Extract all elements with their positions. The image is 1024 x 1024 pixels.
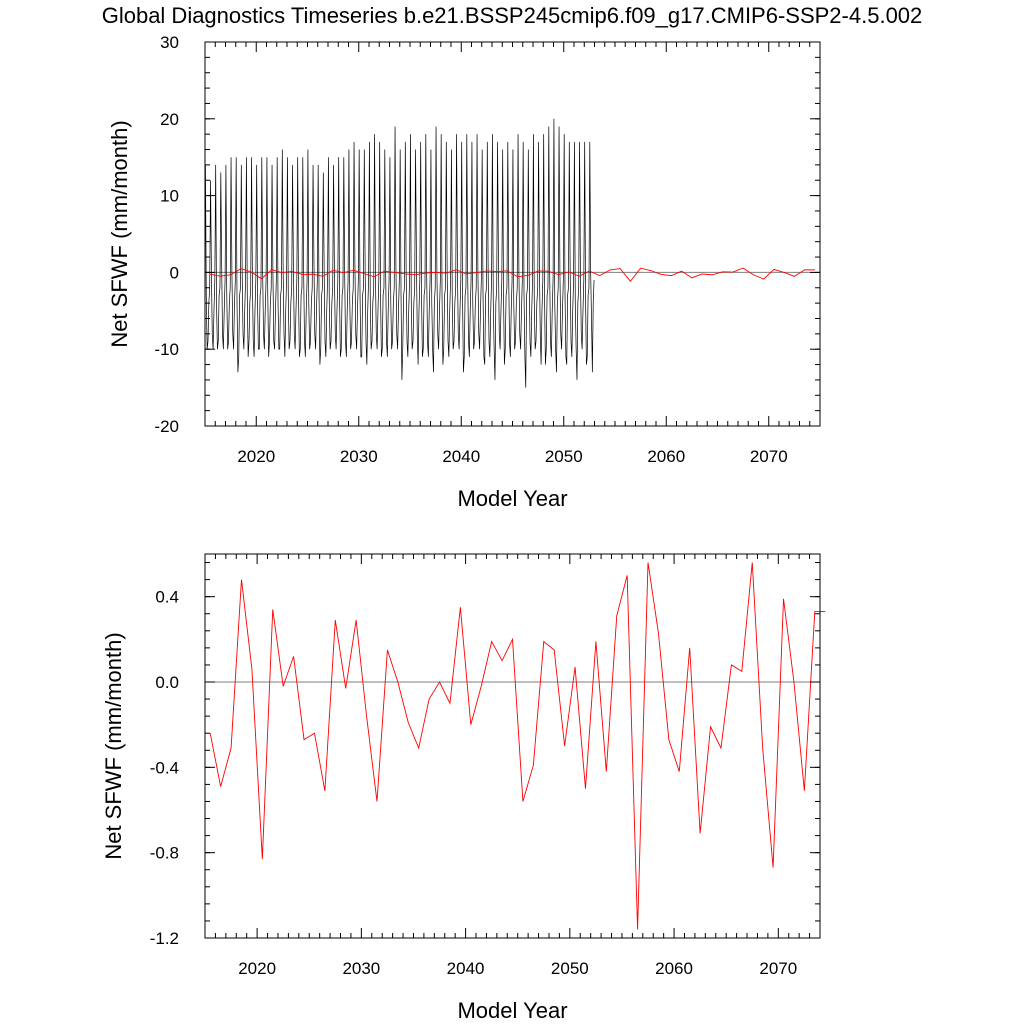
y-tick-label: -0.4 [150,758,179,777]
y-tick-label: -1.2 [150,929,179,948]
top-x-tick-labels: 2020 2030 2040 2050 2060 2070 [237,447,787,466]
y-tick-label: 0 [170,263,179,282]
x-tick-label: 2060 [655,959,693,978]
top-plot-lines [205,118,820,388]
x-tick-label: 2050 [545,447,583,466]
x-tick-label: 2020 [237,447,275,466]
x-tick-label: 2070 [759,959,797,978]
x-tick-label: 2040 [447,959,485,978]
x-tick-label: 2040 [442,447,480,466]
y-tick-label: 0.0 [155,673,179,692]
x-tick-label: 2020 [238,959,276,978]
figure-title: Global Diagnostics Timeseries b.e21.BSSP… [102,3,923,28]
y-tick-label: -0.8 [150,844,179,863]
bottom-series-annual-line [209,562,826,930]
y-tick-label: 30 [160,33,179,52]
x-tick-label: 2030 [340,447,378,466]
y-tick-label: 0.4 [155,588,179,607]
x-tick-label: 2050 [551,959,589,978]
bottom-plot-lines [205,562,826,930]
y-tick-label: -20 [154,417,179,436]
y-tick-label: 10 [160,187,179,206]
top-x-axis-label: Model Year [457,486,567,511]
y-tick-label: 20 [160,110,179,129]
top-axis-ticks [205,41,820,427]
x-tick-label: 2030 [342,959,380,978]
bottom-y-tick-labels: -1.2 -0.8 -0.4 0.0 0.4 [150,588,179,948]
bottom-axis-ticks [205,554,820,939]
top-series-annual-line [210,267,815,283]
x-tick-label: 2060 [647,447,685,466]
bottom-x-tick-labels: 2020 2030 2040 2050 2060 2070 [238,959,797,978]
bottom-plot-frame [204,553,821,939]
bottom-y-axis-label: Net SFWF (mm/month) [101,632,126,859]
top-y-axis-label: Net SFWF (mm/month) [107,120,132,347]
bottom-panel-annual: 2020 2030 2040 2050 2060 2070 -1.2 -0.8 -0.4 0.0… [101,553,826,1023]
bottom-x-axis-label: Model Year [457,998,567,1023]
y-tick-label: -10 [154,340,179,359]
top-series-monthly-line [205,118,595,388]
x-tick-label: 2070 [750,447,788,466]
top-y-tick-labels: -20 -10 0 10 20 30 [154,33,179,436]
